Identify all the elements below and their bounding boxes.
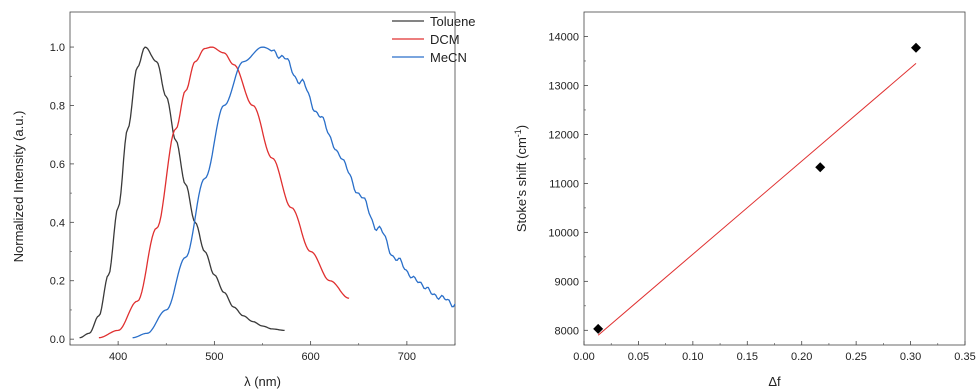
right-x-tick-label: 0.30 <box>900 351 921 363</box>
left-y-axis-label: Normalized Intensity (a.u.) <box>11 111 26 263</box>
right-x-ticks: 0.00 0.05 0.10 0.15 0.20 0.25 0.30 0.35 <box>573 341 976 363</box>
left-x-tick-label: 600 <box>301 351 319 363</box>
left-y-tick-label: 1.0 <box>50 42 65 54</box>
legend-label-toluene: Toluene <box>430 14 476 29</box>
left-x-axis-label: λ (nm) <box>244 374 281 389</box>
right-x-tick-label: 0.25 <box>845 351 866 363</box>
right-y-tick-label: 9000 <box>555 276 579 288</box>
series-line-dcm <box>98 46 350 339</box>
right-x-tick-label: 0.15 <box>737 351 758 363</box>
right-y-axis-label-main: Stoke's shift (cm <box>514 137 529 232</box>
legend-label-mecn: MeCN <box>430 50 467 65</box>
series-line-mecn <box>132 46 456 339</box>
series-line-toluene <box>79 46 285 339</box>
left-x-tick-label: 400 <box>109 351 127 363</box>
right-x-tick-label: 0.35 <box>954 351 975 363</box>
right-y-tick-label: 10000 <box>548 227 579 239</box>
right-y-axis-label-close: ) <box>514 125 529 129</box>
right-y-tick-label: 11000 <box>549 178 579 190</box>
right-x-tick-label: 0.05 <box>628 351 649 363</box>
right-y-axis-label-exponent: -1 <box>513 129 523 137</box>
left-y-tick-label: 0.6 <box>50 159 65 171</box>
right-x-axis-label: Δf <box>768 374 781 389</box>
right-y-tick-label: 13000 <box>548 80 579 92</box>
left-plot-frame <box>69 11 456 346</box>
left-x-tick-label: 700 <box>398 351 416 363</box>
right-x-tick-label: 0.20 <box>791 351 812 363</box>
fit-line <box>597 63 917 336</box>
left-x-ticks: 400 500 600 700 <box>69 341 456 363</box>
left-y-tick-label: 0.4 <box>50 217 65 229</box>
data-point-diamond <box>911 42 922 53</box>
right-y-tick-label: 8000 <box>555 325 579 337</box>
right-plot-frame <box>583 11 966 346</box>
right-y-tick-label: 14000 <box>548 31 579 43</box>
right-y-ticks: 8000 9000 10000 11000 12000 13000 14000 <box>548 31 588 337</box>
data-point-diamond <box>593 323 604 334</box>
emission-spectra-chart: 0.0 0.2 0.4 0.6 0.8 1.0 400 500 600 700 Toluene D… <box>11 11 476 389</box>
left-x-tick-label: 500 <box>205 351 223 363</box>
left-y-ticks: 0.0 0.2 0.4 0.6 0.8 1.0 <box>50 42 74 346</box>
left-y-tick-label: 0.2 <box>50 276 65 288</box>
right-x-tick-label: 0.00 <box>573 351 594 363</box>
left-y-tick-label: 0.8 <box>50 100 65 112</box>
right-y-axis-label: Stoke's shift (cm-1) <box>513 125 529 232</box>
linear-fit-line <box>597 63 917 336</box>
left-series-lines <box>79 46 456 339</box>
legend: Toluene DCM MeCN <box>392 14 476 65</box>
right-y-tick-label: 12000 <box>548 129 579 141</box>
left-y-tick-label: 0.0 <box>50 334 65 346</box>
scatter-points <box>593 42 922 334</box>
legend-label-dcm: DCM <box>430 32 460 47</box>
data-point-diamond <box>815 162 826 173</box>
right-x-tick-label: 0.10 <box>682 351 703 363</box>
